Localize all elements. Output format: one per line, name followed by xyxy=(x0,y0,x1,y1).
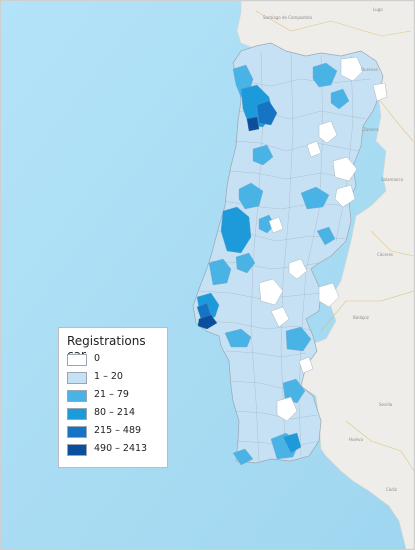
place-label: Lugo xyxy=(373,7,383,12)
place-label: Badajoz xyxy=(353,315,369,320)
legend-swatch xyxy=(67,354,87,366)
place-label: Ourense xyxy=(361,67,378,72)
place-label: Huelva xyxy=(349,437,363,442)
portugal-base[interactable] xyxy=(192,42,384,464)
legend-label: 80 – 214 xyxy=(94,407,136,418)
legend-swatch xyxy=(67,444,87,456)
place-label: Cádiz xyxy=(386,487,397,492)
legend-label: 21 – 79 xyxy=(94,389,129,400)
place-label: Sevilla xyxy=(379,402,393,407)
legend-item-2: 21 – 79 xyxy=(67,388,167,404)
class-215-489-regions[interactable] xyxy=(196,100,278,320)
place-label: Santiago de Compostela xyxy=(263,15,313,20)
class-0-regions[interactable] xyxy=(258,56,388,422)
legend-label: 215 – 489 xyxy=(94,425,142,436)
legend-item-4: 215 – 489 xyxy=(67,424,167,440)
legend-item-3: 80 – 214 xyxy=(67,406,167,422)
legend-label: 1 – 20 xyxy=(94,371,123,382)
class-490-2413-regions[interactable] xyxy=(197,116,260,330)
place-label: Salamanca xyxy=(381,177,404,182)
place-labels: Santiago de Compostela Lugo Ourense Zamo… xyxy=(263,7,404,492)
map-legend: Registrations car 0 1 – 20 21 – 79 80 – … xyxy=(58,327,168,468)
legend-item-5: 490 – 2413 xyxy=(67,442,167,458)
legend-label: 490 – 2413 xyxy=(94,443,148,454)
legend-swatch xyxy=(67,390,87,402)
place-label: Cáceres xyxy=(377,252,393,257)
legend-swatch xyxy=(67,372,87,384)
road-network xyxy=(255,10,414,472)
legend-item-1: 1 – 20 xyxy=(67,370,167,386)
place-label: Zamora xyxy=(363,127,379,132)
legend-swatch xyxy=(67,426,87,438)
legend-swatch xyxy=(67,408,87,420)
legend-label: 0 xyxy=(94,353,101,364)
legend-item-0: 0 xyxy=(67,352,167,368)
